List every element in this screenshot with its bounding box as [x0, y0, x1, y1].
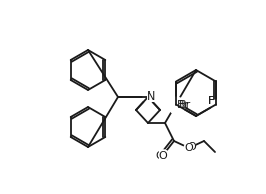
Text: O: O — [156, 151, 164, 161]
Text: O: O — [159, 151, 167, 161]
Text: N: N — [147, 91, 155, 101]
Text: O: O — [185, 143, 193, 153]
Text: N: N — [147, 92, 155, 102]
Text: Br: Br — [179, 100, 191, 109]
Text: F: F — [208, 95, 214, 106]
Text: F: F — [208, 96, 214, 107]
Text: Br: Br — [177, 100, 189, 109]
Text: O: O — [188, 142, 196, 152]
